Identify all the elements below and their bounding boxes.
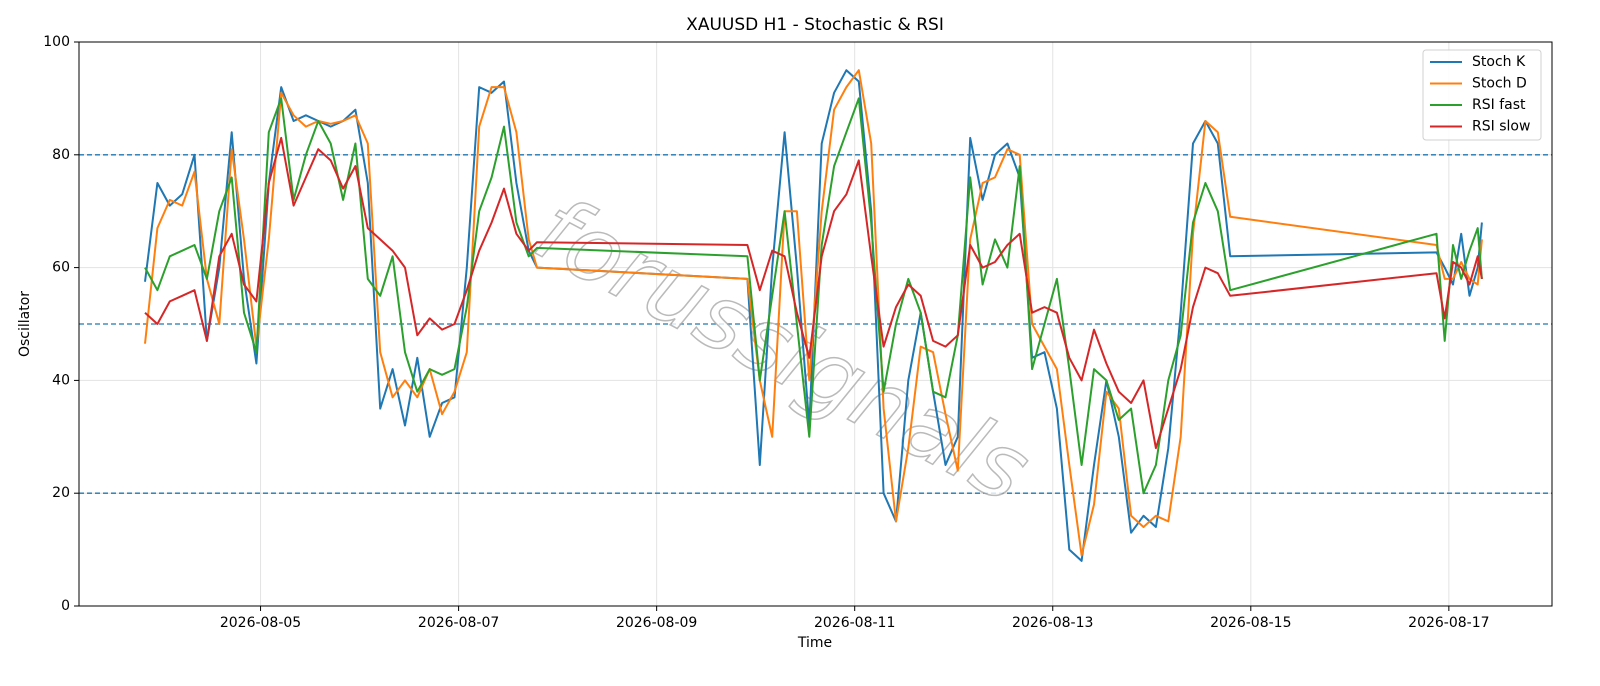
series-line [144,136,1483,450]
x-tick-label: 2026-08-13 [1012,615,1093,631]
legend-box [1422,49,1542,141]
x-tick-label: 2026-08-17 [1408,615,1489,631]
series-line [144,97,1483,495]
series-line [144,69,1483,562]
x-tick-label: 2026-08-05 [220,615,301,631]
plot-frame [78,41,1553,607]
x-tick-label: 2026-08-07 [418,615,499,631]
y-tick-label: 0 [61,598,70,614]
legend-label: RSI fast [1472,97,1526,113]
legend-label: RSI slow [1472,119,1530,135]
x-tick-label: 2026-08-09 [616,615,697,631]
y-tick-label: 40 [52,372,70,388]
legend-label: Stoch K [1472,54,1526,70]
y-axis-label: Oscillator [17,291,33,357]
y-tick-label: 100 [43,34,70,50]
y-tick-label: 80 [52,147,70,163]
legend-label: Stoch D [1472,76,1527,92]
y-tick-label: 60 [52,260,70,276]
legend: Stoch K Stoch D RSI fast RSI slow [1422,49,1542,141]
chart-title: XAUUSD H1 - Stochastic & RSI [686,15,944,35]
series-line [144,69,1483,557]
x-tick-label: 2026-08-15 [1210,615,1291,631]
y-tick-label: 20 [52,485,70,501]
x-axis-label: Time [797,635,832,651]
x-tick-label: 2026-08-11 [814,615,895,631]
